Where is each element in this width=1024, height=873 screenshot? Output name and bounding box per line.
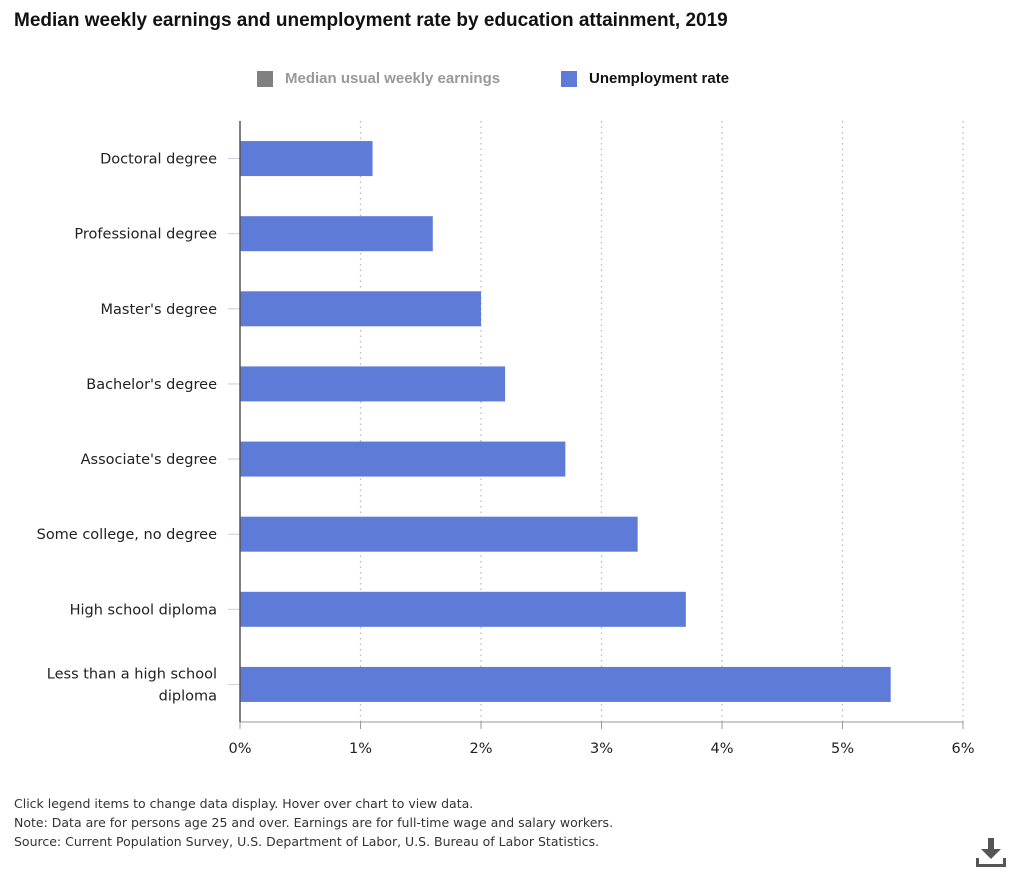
bar[interactable] xyxy=(240,141,373,177)
x-tick-label: 4% xyxy=(710,741,733,757)
bar[interactable] xyxy=(240,441,566,477)
x-tick-label: 6% xyxy=(951,741,974,757)
legend: Median usual weekly earnings Unemploymen… xyxy=(0,70,1024,94)
x-tick-label: 0% xyxy=(228,741,251,757)
x-tick-label: 3% xyxy=(590,741,613,757)
bar[interactable] xyxy=(240,666,891,702)
x-tick-label: 5% xyxy=(831,741,854,757)
y-axis-label: Some college, no degree xyxy=(37,527,217,543)
y-axis-label: Associate's degree xyxy=(81,452,217,468)
legend-label-earnings: Median usual weekly earnings xyxy=(285,70,501,87)
legend-swatch-unemployment xyxy=(561,70,577,87)
note-population: Note: Data are for persons age 25 and ov… xyxy=(14,815,614,830)
y-axis-label: Bachelor's degree xyxy=(86,377,217,393)
chart-title: Median weekly earnings and unemployment … xyxy=(14,10,728,31)
legend-label-unemployment: Unemployment rate xyxy=(589,70,730,87)
bar[interactable] xyxy=(240,291,481,327)
note-source: Source: Current Population Survey, U.S. … xyxy=(14,834,600,849)
download-button[interactable] xyxy=(974,836,1008,868)
chart-notes: Click legend items to change data displa… xyxy=(14,794,613,851)
y-axis-label: Master's degree xyxy=(101,302,218,318)
y-axis-label: High school diploma xyxy=(70,602,217,618)
note-instructions: Click legend items to change data displa… xyxy=(14,796,474,811)
chart-plot-area[interactable]: 0% 1% 2% 3% 4% 5% 6% Doctoral degree Professiona… xyxy=(0,0,1024,780)
bar[interactable] xyxy=(240,516,638,552)
legend-swatch-earnings xyxy=(257,70,273,87)
x-tick-label: 2% xyxy=(469,741,492,757)
y-axis-label: Professional degree xyxy=(74,227,217,243)
download-icon xyxy=(976,838,1006,867)
bar[interactable] xyxy=(240,591,686,627)
legend-item-unemployment[interactable]: Unemployment rate xyxy=(561,70,729,87)
bar[interactable] xyxy=(240,216,433,252)
bar[interactable] xyxy=(240,366,506,402)
y-axis-label: Doctoral degree xyxy=(100,152,217,168)
legend-item-earnings[interactable]: Median usual weekly earnings xyxy=(257,70,500,87)
y-axis-label: Less than a high school diploma xyxy=(47,666,217,704)
x-tick-label: 1% xyxy=(349,741,372,757)
